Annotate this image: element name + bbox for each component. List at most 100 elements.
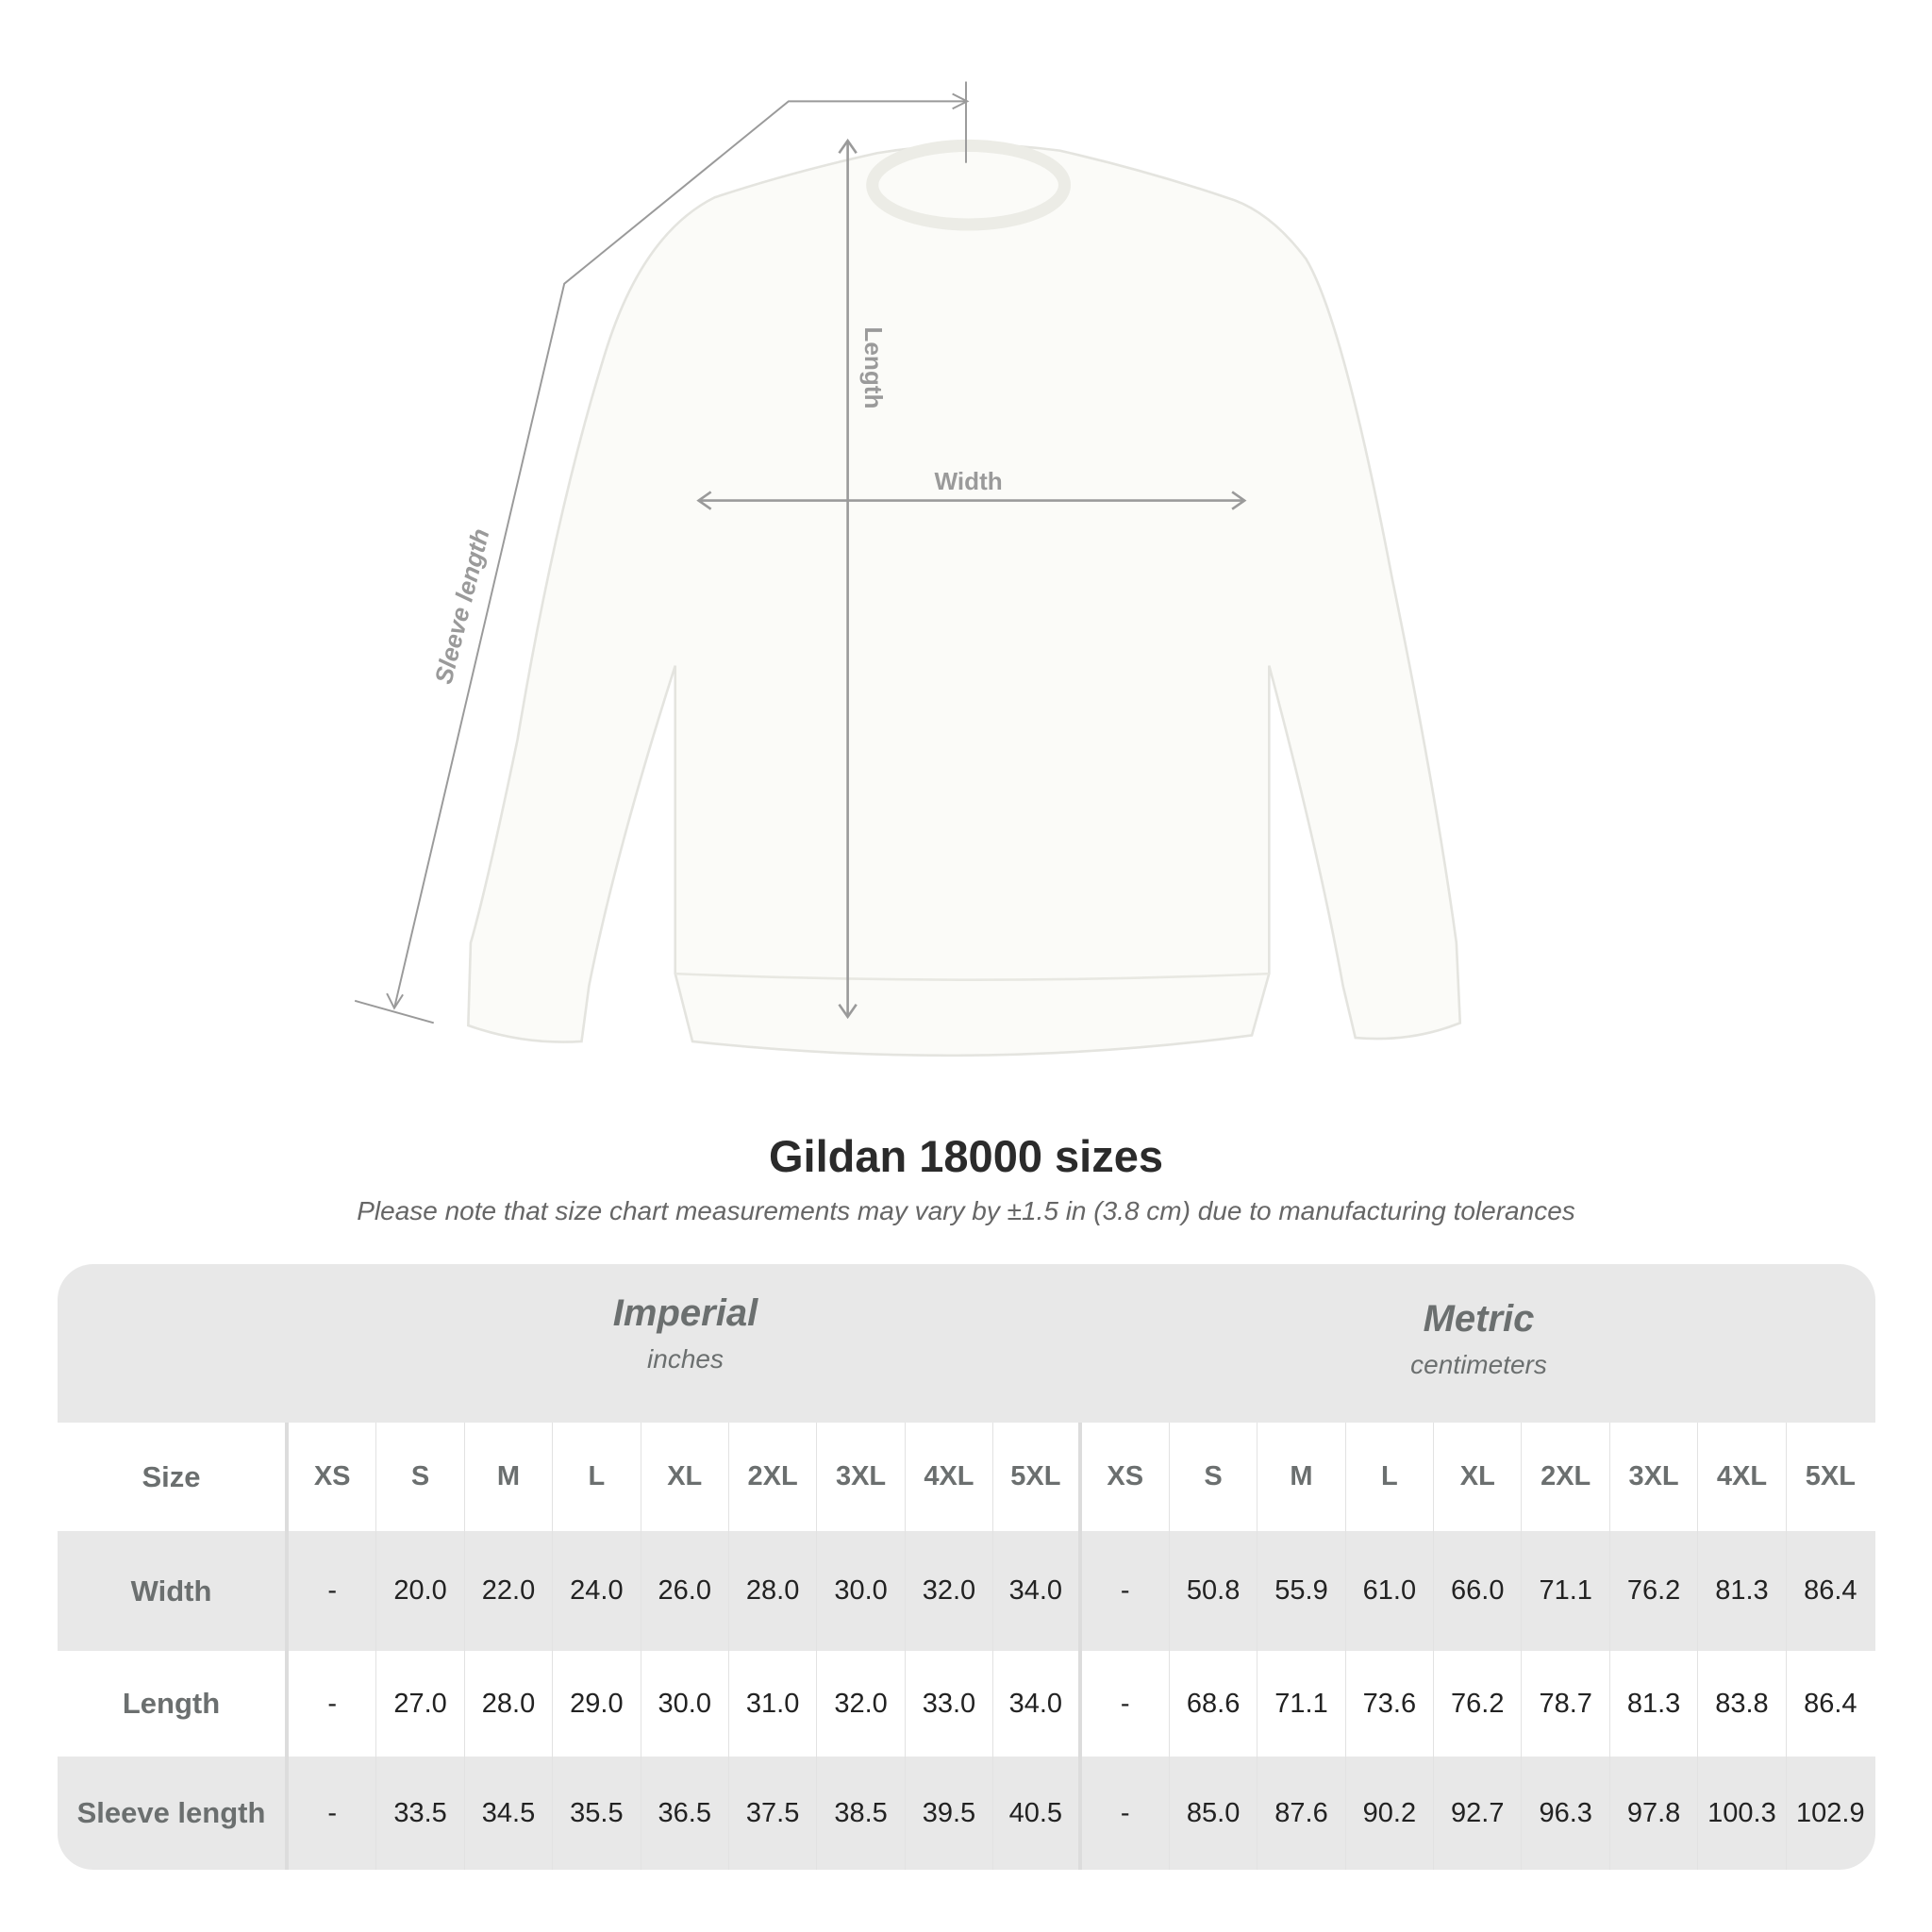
sleeve-length-label: Sleeve length (429, 525, 495, 687)
metric-value-cell: 73.6 (1346, 1651, 1435, 1757)
metric-value-cell: 97.8 (1610, 1757, 1699, 1870)
size-header-cell: 3XL (817, 1423, 906, 1531)
metric-title: Metric (1423, 1298, 1535, 1340)
length-label: Length (859, 326, 888, 408)
metric-value-cell: 86.4 (1804, 1575, 1857, 1606)
metric-value-cell: 85.0 (1170, 1757, 1258, 1870)
size-header-cell: 5XL (1805, 1461, 1856, 1491)
imperial-value-cell: 33.5 (376, 1757, 465, 1870)
imperial-value-cell: 28.0 (729, 1531, 818, 1651)
imperial-value-cell: 22.0 (465, 1531, 554, 1651)
imperial-value-cell: 38.5 (817, 1757, 906, 1870)
size-header-cell: XL (641, 1423, 729, 1531)
imperial-value-cell: 32.0 (817, 1651, 906, 1757)
metric-value-cell: 76.2 (1434, 1651, 1523, 1757)
imperial-value-cell: 34.0 (993, 1651, 1082, 1757)
metric-value-cell: 61.0 (1346, 1531, 1435, 1651)
table-row: Sleeve length -33.5 34.5 35.5 36.5 37.5 38.5 39… (58, 1757, 1875, 1870)
length-arrow (838, 138, 858, 1020)
size-header-cell: 2XL (1522, 1423, 1610, 1531)
metric-value-cell: 96.3 (1522, 1757, 1610, 1870)
imperial-value-cell: 35.5 (553, 1757, 641, 1870)
metric-value-cell: 83.8 (1698, 1651, 1787, 1757)
metric-value-cell: 68.6 (1170, 1651, 1258, 1757)
hem-rib (675, 972, 1270, 981)
sleeve-length-line (354, 81, 970, 1024)
metric-value-cell: 92.7 (1434, 1757, 1523, 1870)
imperial-value-cell: 31.0 (729, 1651, 818, 1757)
size-header-row: Size XS S M L XL 2XL 3XL 4XL 5XL XS S M L XL 2XL 3XL 4XL 5… (58, 1423, 1875, 1531)
imperial-value-cell: 27.0 (376, 1651, 465, 1757)
collar (866, 139, 1072, 231)
metric-unit: centimeters (1410, 1350, 1547, 1379)
sweatshirt-diagram: Sleeve length Length Width (354, 81, 1462, 1058)
size-header-cell: XL (1434, 1423, 1523, 1531)
metric-value-cell: - (1082, 1531, 1170, 1651)
imperial-value-cell: - (289, 1757, 377, 1870)
imperial-value-cell: 28.0 (465, 1651, 554, 1757)
metric-value-cell: 71.1 (1522, 1531, 1610, 1651)
row-label: Size (58, 1423, 289, 1531)
imperial-header: Imperial inches (289, 1292, 1082, 1374)
imperial-value-cell: 39.5 (906, 1757, 994, 1870)
imperial-value-cell: 20.0 (376, 1531, 465, 1651)
metric-value-cell: 71.1 (1257, 1651, 1346, 1757)
imperial-value-cell: 36.5 (641, 1757, 729, 1870)
size-header-cell: M (1257, 1423, 1346, 1531)
imperial-title: Imperial (612, 1292, 758, 1334)
imperial-value-cell: 33.0 (906, 1651, 994, 1757)
table-row: Width -20.0 22.0 24.0 26.0 28.0 30.0 32.0 34.0-5… (58, 1531, 1875, 1651)
metric-header: Metric centimeters (1082, 1298, 1875, 1380)
row-label: Sleeve length (58, 1757, 289, 1870)
size-header-cell: 5XL (993, 1423, 1082, 1531)
imperial-value-cell: 37.5 (729, 1757, 818, 1870)
metric-value-cell: 86.4 (1804, 1688, 1857, 1719)
sweatshirt-image (466, 143, 1462, 1058)
imperial-value-cell: - (289, 1531, 377, 1651)
imperial-unit: inches (647, 1344, 724, 1374)
imperial-value-cell: 34.0 (993, 1531, 1082, 1651)
tolerance-note: Please note that size chart measurements… (357, 1196, 1575, 1225)
size-header-cell: 4XL (906, 1423, 994, 1531)
metric-value-cell: 78.7 (1522, 1651, 1610, 1757)
size-header-cell: L (553, 1423, 641, 1531)
size-header-cell: S (376, 1423, 465, 1531)
metric-value-cell: 50.8 (1170, 1531, 1258, 1651)
imperial-value-cell: 34.5 (465, 1757, 554, 1870)
size-header-cell: S (1170, 1423, 1258, 1531)
row-label: Length (58, 1651, 289, 1757)
width-label: Width (934, 467, 1002, 495)
metric-value-cell: - (1082, 1651, 1170, 1757)
page-title: Gildan 18000 sizes (768, 1131, 1164, 1181)
imperial-value-cell: 30.0 (817, 1531, 906, 1651)
size-header-cell: 3XL (1610, 1423, 1699, 1531)
metric-value-cell: 81.3 (1610, 1651, 1699, 1757)
imperial-value-cell: 29.0 (553, 1651, 641, 1757)
metric-value-cell: 87.6 (1257, 1757, 1346, 1870)
size-table: Imperial inches Metric centimeters Size X… (58, 1264, 1875, 1870)
size-header-cell: XS (1082, 1423, 1170, 1531)
metric-value-cell: 55.9 (1257, 1531, 1346, 1651)
imperial-value-cell: 26.0 (641, 1531, 729, 1651)
size-header-cell: XS (289, 1423, 377, 1531)
size-header-cell: M (465, 1423, 554, 1531)
size-header-cell: 4XL (1698, 1423, 1787, 1531)
imperial-value-cell: 32.0 (906, 1531, 994, 1651)
width-arrow (696, 491, 1247, 510)
size-header-cell: L (1346, 1423, 1435, 1531)
metric-value-cell: 66.0 (1434, 1531, 1523, 1651)
imperial-value-cell: - (289, 1651, 377, 1757)
metric-value-cell: 100.3 (1698, 1757, 1787, 1870)
imperial-value-cell: 40.5 (993, 1757, 1082, 1870)
size-header-cell: 2XL (729, 1423, 818, 1531)
metric-value-cell: 76.2 (1610, 1531, 1699, 1651)
imperial-value-cell: 24.0 (553, 1531, 641, 1651)
row-label: Width (58, 1531, 289, 1651)
metric-value-cell: 102.9 (1796, 1797, 1865, 1828)
unit-header-band (58, 1264, 1875, 1423)
table-row: Length -27.0 28.0 29.0 30.0 31.0 32.0 33.0 34.0-… (58, 1651, 1875, 1757)
metric-value-cell: 90.2 (1346, 1757, 1435, 1870)
metric-value-cell: - (1082, 1757, 1170, 1870)
imperial-value-cell: 30.0 (641, 1651, 729, 1757)
metric-value-cell: 81.3 (1698, 1531, 1787, 1651)
